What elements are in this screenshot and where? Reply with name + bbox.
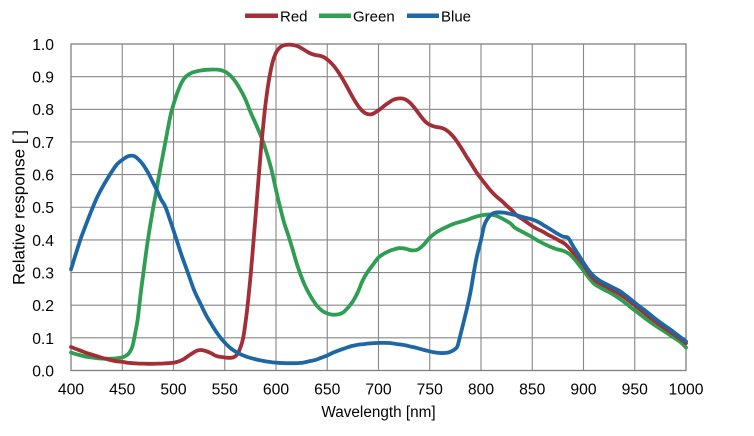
svg-text:0.3: 0.3 xyxy=(32,265,54,282)
svg-text:750: 750 xyxy=(417,382,443,399)
svg-text:0.1: 0.1 xyxy=(32,331,54,348)
svg-text:500: 500 xyxy=(160,382,186,399)
svg-text:400: 400 xyxy=(58,382,84,399)
svg-text:0.7: 0.7 xyxy=(32,135,54,152)
svg-text:0.4: 0.4 xyxy=(32,233,54,250)
svg-text:Relative response [ ]: Relative response [ ] xyxy=(10,130,29,285)
svg-text:0.2: 0.2 xyxy=(32,298,54,315)
svg-text:0.5: 0.5 xyxy=(32,200,54,217)
svg-text:450: 450 xyxy=(109,382,135,399)
svg-text:600: 600 xyxy=(263,382,289,399)
svg-text:850: 850 xyxy=(519,382,545,399)
svg-text:1.0: 1.0 xyxy=(32,37,54,54)
svg-text:700: 700 xyxy=(365,382,391,399)
svg-text:Wavelength [nm]: Wavelength [nm] xyxy=(321,404,435,421)
svg-text:Green: Green xyxy=(353,8,395,25)
svg-text:Red: Red xyxy=(280,8,308,25)
svg-text:950: 950 xyxy=(622,382,648,399)
svg-text:0.8: 0.8 xyxy=(32,102,54,119)
svg-text:0.6: 0.6 xyxy=(32,168,54,185)
svg-text:Blue: Blue xyxy=(441,8,471,25)
svg-text:1000: 1000 xyxy=(669,382,704,399)
svg-text:550: 550 xyxy=(212,382,238,399)
svg-text:0.0: 0.0 xyxy=(32,363,54,380)
svg-text:0.9: 0.9 xyxy=(32,70,54,87)
svg-text:800: 800 xyxy=(468,382,494,399)
svg-text:900: 900 xyxy=(570,382,596,399)
svg-text:650: 650 xyxy=(314,382,340,399)
